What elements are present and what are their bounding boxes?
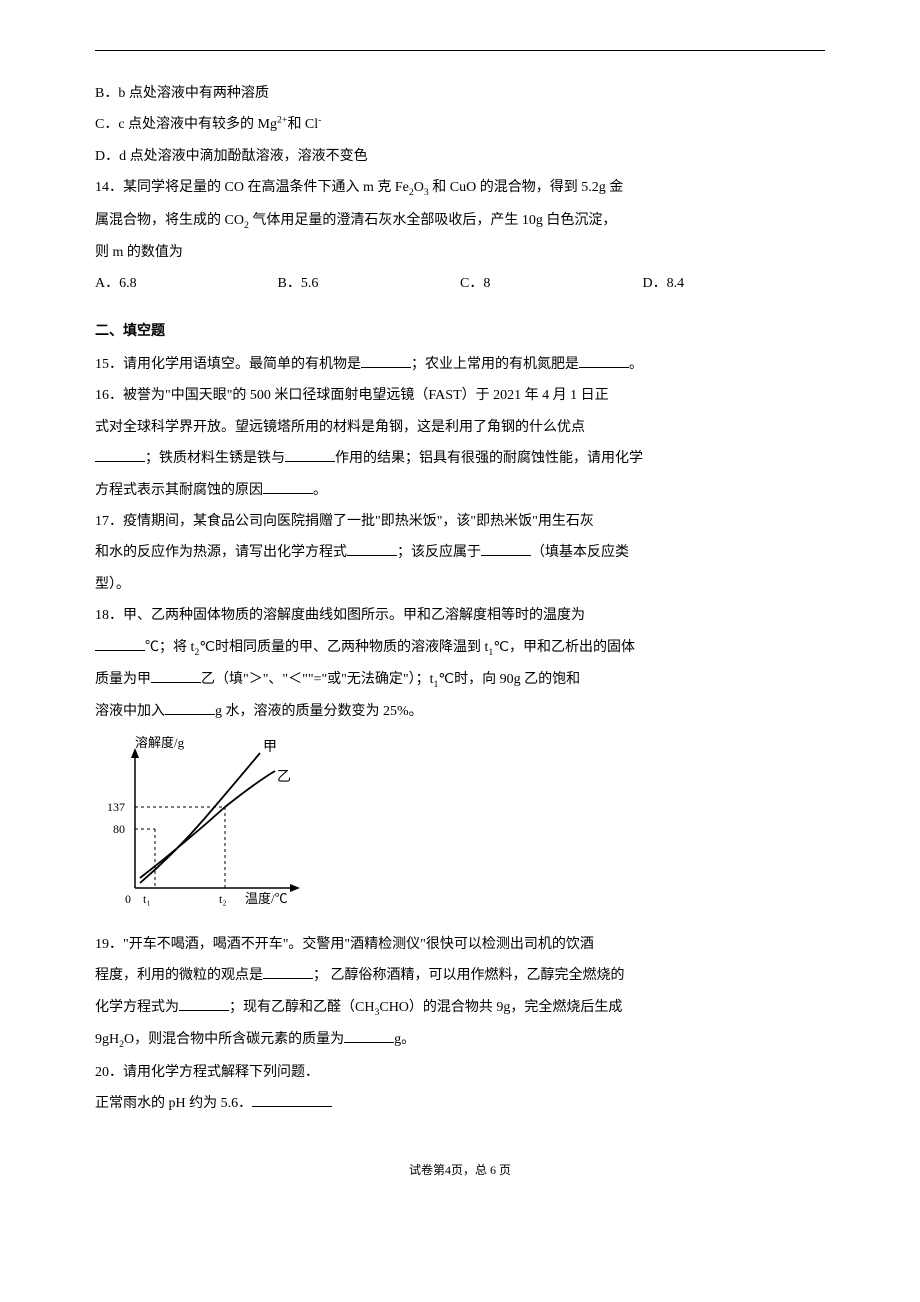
ytick-80: 80	[113, 822, 125, 836]
q18-l3-mid2: ℃时，向 90g 乙的饱和	[438, 672, 580, 687]
series-yi-label: 乙	[277, 769, 291, 785]
ylabel: 溶解度/g	[135, 735, 185, 750]
blank-icon	[263, 480, 313, 494]
q15-mid: ；农业上常用的有机氮肥是	[411, 357, 579, 372]
q14-line2: 属混合物，将生成的 CO2 气体用足量的澄清石灰水全部吸收后，产生 10g 白色…	[95, 206, 825, 236]
q16-line4: 方程式表示其耐腐蚀的原因 。	[95, 476, 825, 505]
q14-opt-d: D．8.4	[643, 269, 826, 298]
q14-line3: 则 m 的数值为	[95, 238, 825, 267]
blank-icon	[579, 354, 629, 368]
q17-line1: 17．疫情期间，某食品公司向医院捐赠了一批"即热米饭"，该"即热米饭"用生石灰	[95, 507, 825, 536]
q15-end: 。	[629, 357, 643, 372]
q16-l4-end: 。	[313, 483, 327, 498]
q19-l4-pre: 9gH	[95, 1032, 119, 1047]
q17-l2-mid: ；该反应属于	[397, 545, 481, 560]
q14-l2-pre: 属混合物，将生成的 CO	[95, 213, 244, 228]
q19-line1: 19．"开车不喝酒，喝酒不开车"。交警用"酒精检测仪"很快可以检测出司机的饮酒	[95, 930, 825, 959]
ytick-137: 137	[107, 800, 125, 814]
blank-icon	[344, 1029, 394, 1043]
x-arrow-icon	[290, 884, 300, 892]
q16-l4-pre: 方程式表示其耐腐蚀的原因	[95, 483, 263, 498]
q18-l4-pre: 溶液中加入	[95, 704, 165, 719]
blank-icon	[285, 448, 335, 462]
blank-icon	[347, 542, 397, 556]
q14-l1-m1: O	[414, 180, 424, 195]
q15-pre: 15．请用化学用语填空。最简单的有机物是	[95, 357, 361, 372]
blank-icon	[95, 448, 145, 462]
q13c-mid: 和 Cl	[287, 117, 318, 132]
q17-l2-end: （填基本反应类	[531, 545, 629, 560]
q17-l2-pre: 和水的反应作为热源，请写出化学方程式	[95, 545, 347, 560]
q18-l3-mid: 乙（填"＞"、"＜""="或"无法确定"）；t	[201, 672, 434, 687]
q18-line4: 溶液中加入 g 水，溶液的质量分数变为 25%。	[95, 697, 825, 726]
q18-line2: ℃；将 t2℃时相同质量的甲、乙两种物质的溶液降温到 t1℃，甲和乙析出的固体	[95, 633, 825, 663]
q19-l3-pre: 化学方程式为	[95, 1000, 179, 1015]
q19-line2: 程度，利用的微粒的观点是 ； 乙醇俗称酒精，可以用作燃料，乙醇完全燃烧的	[95, 961, 825, 990]
q16-line3: ；铁质材料生锈是铁与 作用的结果；铝具有很强的耐腐蚀性能，请用化学	[95, 444, 825, 473]
blank-icon	[95, 637, 145, 651]
q18-l3-pre: 质量为甲	[95, 672, 151, 687]
q14-line1: 14．某同学将足量的 CO 在高温条件下通入 m 克 Fe2O3 和 CuO 的…	[95, 173, 825, 203]
q19-l3-mid2: CHO）的混合物共 9g，完全燃烧后生成	[379, 1000, 622, 1015]
q13c-sup1: 2+	[277, 115, 287, 126]
q18-l2-m1: ℃；将 t	[145, 640, 194, 655]
q13c-sup2: -	[318, 115, 321, 126]
series-jia-label: 甲	[263, 740, 277, 755]
blank-icon	[481, 542, 531, 556]
q14-opt-b: B．5.6	[278, 269, 461, 298]
q16-line1: 16．被誉为"中国天眼"的 500 米口径球面射电望远镜（FAST）于 2021…	[95, 381, 825, 410]
q20-line2: 正常雨水的 pH 约为 5.6．	[95, 1089, 825, 1118]
q20-l2: 正常雨水的 pH 约为 5.6．	[95, 1096, 252, 1111]
blank-icon	[361, 354, 411, 368]
curve-yi	[140, 771, 275, 878]
q14-l1-pre: 14．某同学将足量的 CO 在高温条件下通入 m 克 Fe	[95, 180, 409, 195]
q18-line1: 18．甲、乙两种固体物质的溶解度曲线如图所示。甲和乙溶解度相等时的温度为	[95, 601, 825, 630]
q18-l4-end: g 水，溶液的质量分数变为 25%。	[215, 704, 423, 719]
q15: 15．请用化学用语填空。最简单的有机物是 ；农业上常用的有机氮肥是 。	[95, 350, 825, 379]
xlabel: 温度/℃	[245, 891, 288, 906]
q19-line4: 9gH2O，则混合物中所含碳元素的质量为g。	[95, 1025, 825, 1055]
q19-l3-mid: ；现有乙醇和乙醛（CH	[229, 1000, 374, 1015]
q14-l2-after: 气体用足量的澄清石灰水全部吸收后，产生 10g 白色沉淀，	[249, 213, 617, 228]
xtick-0: 0	[125, 892, 131, 906]
q17-line3: 型）。	[95, 570, 825, 599]
q14-opt-c: C．8	[460, 269, 643, 298]
blank-icon	[151, 669, 201, 683]
q14-options: A．6.8 B．5.6 C．8 D．8.4	[95, 269, 825, 298]
q18-l2-end: ℃，甲和乙析出的固体	[493, 640, 635, 655]
q13-opt-d: D．d 点处溶液中滴加酚酞溶液，溶液不变色	[95, 142, 825, 171]
q13-opt-b: B．b 点处溶液中有两种溶质	[95, 79, 825, 108]
q16-l3-mid2: 作用的结果；铝具有很强的耐腐蚀性能，请用化学	[335, 451, 643, 466]
q16-l3-mid: ；铁质材料生锈是铁与	[145, 451, 285, 466]
q19-l4-mid: O，则混合物中所含碳元素的质量为	[124, 1032, 344, 1047]
blank-icon	[165, 701, 215, 715]
q19-l4-end: g。	[394, 1032, 415, 1047]
section-2-header: 二、填空题	[95, 317, 825, 346]
q14-l1-after: 和 CuO 的混合物，得到 5.2g 金	[429, 180, 623, 195]
xtick-t1: t₁	[143, 892, 151, 906]
xtick-t2: t₂	[219, 892, 227, 906]
q18-line3: 质量为甲乙（填"＞"、"＜""="或"无法确定"）；t1℃时，向 90g 乙的饱…	[95, 665, 825, 695]
q16-line2: 式对全球科学界开放。望远镜塔所用的材料是角钢，这是利用了角钢的什么优点	[95, 413, 825, 442]
q19-l2-mid: ； 乙醇俗称酒精，可以用作燃料，乙醇完全燃烧的	[313, 968, 625, 983]
q18-l2-m2: ℃时相同质量的甲、乙两种物质的溶液降温到 t	[199, 640, 488, 655]
q20-line1: 20．请用化学方程式解释下列问题．	[95, 1058, 825, 1087]
q19-l2-pre: 程度，利用的微粒的观点是	[95, 968, 263, 983]
solubility-chart: 溶解度/g 137 80 甲 乙 0 t₁ t₂ 温度/℃	[95, 733, 825, 924]
q13c-pre: C．c 点处溶液中有较多的 Mg	[95, 117, 277, 132]
q19-line3: 化学方程式为；现有乙醇和乙醛（CH3CHO）的混合物共 9g，完全燃烧后生成	[95, 993, 825, 1023]
q13-opt-c: C．c 点处溶液中有较多的 Mg2+和 Cl-	[95, 110, 825, 139]
page-footer: 试卷第4页，总 6 页	[95, 1158, 825, 1183]
blank-icon	[263, 965, 313, 979]
chart-svg: 溶解度/g 137 80 甲 乙 0 t₁ t₂ 温度/℃	[95, 733, 315, 913]
header-rule	[95, 50, 825, 51]
blank-icon	[252, 1093, 332, 1107]
blank-icon	[179, 997, 229, 1011]
q17-line2: 和水的反应作为热源，请写出化学方程式 ；该反应属于 （填基本反应类	[95, 538, 825, 567]
q14-opt-a: A．6.8	[95, 269, 278, 298]
